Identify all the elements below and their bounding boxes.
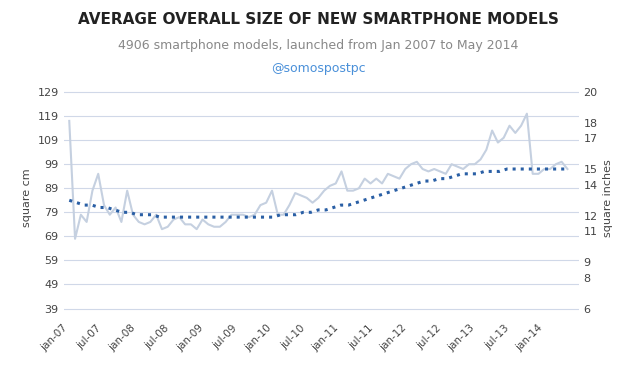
Y-axis label: square inches: square inches	[604, 159, 613, 237]
Text: @somospostpc: @somospostpc	[271, 62, 365, 75]
Y-axis label: square cm: square cm	[22, 168, 32, 227]
Text: AVERAGE OVERALL SIZE OF NEW SMARTPHONE MODELS: AVERAGE OVERALL SIZE OF NEW SMARTPHONE M…	[78, 12, 558, 27]
Text: 4906 smartphone models, launched from Jan 2007 to May 2014: 4906 smartphone models, launched from Ja…	[118, 39, 518, 52]
